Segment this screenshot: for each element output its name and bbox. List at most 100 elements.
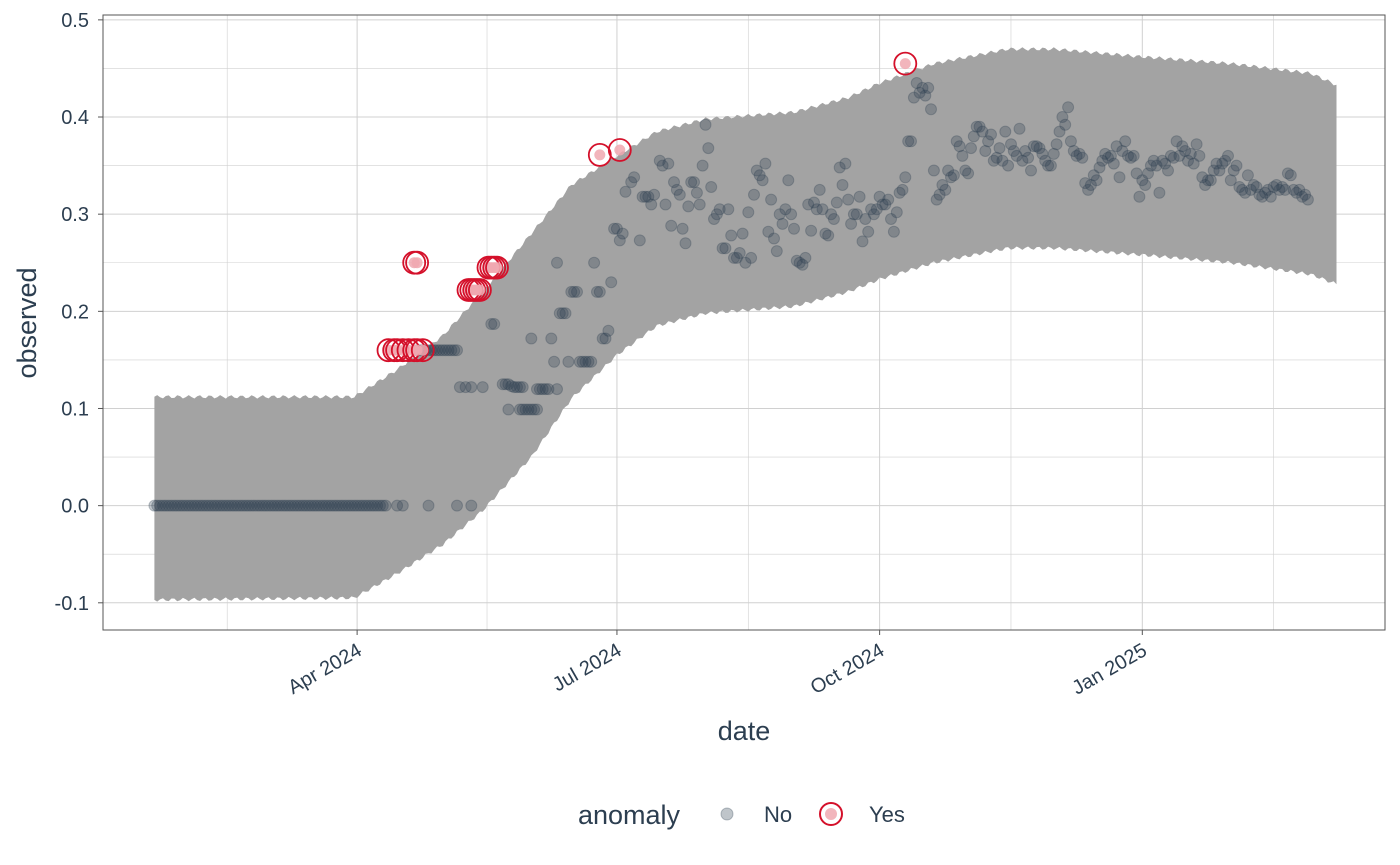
data-point-no <box>847 208 860 221</box>
data-point-no <box>907 91 920 104</box>
data-point-no <box>174 499 187 512</box>
data-point-no <box>1144 159 1157 172</box>
data-point-no <box>565 285 578 298</box>
data-point-no <box>1167 151 1180 164</box>
data-point-no <box>1301 193 1314 206</box>
data-point-no <box>925 103 937 116</box>
data-point-no <box>1053 125 1066 138</box>
data-point-no <box>985 128 997 141</box>
data-point-no <box>705 181 718 193</box>
data-point-no <box>476 381 489 394</box>
data-point-no <box>179 499 192 512</box>
data-point-no <box>294 499 306 512</box>
data-point-no <box>845 217 858 230</box>
data-point-no <box>953 140 966 153</box>
data-point-no <box>1070 149 1083 162</box>
data-point-no <box>553 307 566 320</box>
data-point-no <box>271 499 284 512</box>
data-point-no <box>319 499 332 512</box>
data-point-no <box>396 499 409 512</box>
data-point-no <box>933 188 946 201</box>
data-point-yes-ring <box>607 138 632 162</box>
data-point-no <box>696 159 709 172</box>
data-point-no <box>288 499 301 512</box>
data-point-no <box>516 403 529 416</box>
data-point-no <box>805 224 818 237</box>
data-point-no <box>465 381 478 394</box>
data-point-no <box>725 229 738 242</box>
data-point-no <box>625 176 638 189</box>
data-point-no <box>773 208 786 221</box>
data-point-no <box>308 499 321 512</box>
data-point-no <box>1127 149 1140 162</box>
data-point-no <box>196 499 209 512</box>
data-point-no <box>274 499 286 512</box>
data-point-no <box>539 383 552 396</box>
data-point-no <box>1042 159 1055 172</box>
data-point-no <box>451 499 463 512</box>
data-point-no <box>439 344 452 357</box>
data-point-no <box>1119 135 1132 148</box>
data-point-no <box>216 499 229 512</box>
data-point-no <box>987 154 1000 167</box>
data-point-no <box>648 188 661 201</box>
data-point-no <box>605 276 618 289</box>
legend-label-yes: Yes <box>869 802 905 827</box>
data-point-no <box>939 183 952 196</box>
x-tick-label: Apr 2024 <box>284 639 365 699</box>
data-point-no <box>1287 183 1300 196</box>
data-point-no <box>613 234 626 247</box>
data-point-no <box>1064 135 1077 148</box>
data-point-no <box>950 135 963 148</box>
data-point-no <box>1156 154 1169 167</box>
data-point-no <box>1296 190 1309 203</box>
data-point-no <box>519 403 532 416</box>
data-point-no <box>559 307 572 320</box>
data-point-no <box>822 229 835 242</box>
data-point-no <box>502 378 515 391</box>
data-point-no <box>582 355 595 368</box>
data-point-no <box>1124 151 1137 164</box>
data-point-no <box>996 154 1009 167</box>
data-point-no <box>1293 183 1306 196</box>
data-point-no <box>176 499 189 512</box>
data-point-no <box>990 151 1003 164</box>
data-point-no <box>1110 140 1123 153</box>
data-point-no <box>656 159 669 172</box>
data-point-no <box>979 145 992 157</box>
data-point-no <box>239 499 252 512</box>
data-point-no <box>1147 154 1160 167</box>
data-point-no <box>222 499 235 512</box>
data-point-no <box>1196 171 1209 184</box>
data-point-no <box>905 135 917 148</box>
data-point-yes <box>411 257 423 269</box>
data-point-no <box>1002 159 1015 172</box>
data-point-no <box>690 186 703 199</box>
data-point-no <box>762 225 775 238</box>
data-point-no <box>1224 174 1237 187</box>
data-point-no <box>959 164 972 177</box>
data-point-no <box>219 499 232 512</box>
data-point-no <box>1230 159 1243 172</box>
legend-title: anomaly <box>578 800 681 830</box>
data-point-no <box>362 499 375 512</box>
data-point-no <box>596 332 609 345</box>
data-point-no <box>1007 145 1020 157</box>
data-point-no <box>890 206 903 219</box>
data-point-no <box>750 164 763 177</box>
data-point-no <box>533 383 546 396</box>
data-point-no <box>516 381 529 394</box>
legend-key-yes-dot <box>825 808 837 820</box>
data-point-no <box>1096 154 1109 167</box>
data-point-no <box>1173 149 1186 162</box>
data-point-no <box>716 242 729 255</box>
data-point-no <box>259 499 272 512</box>
data-point-no <box>699 118 712 131</box>
series-no-points <box>148 77 1314 512</box>
data-point-no <box>576 355 589 368</box>
data-point-no <box>733 247 746 259</box>
data-point-no <box>485 318 498 330</box>
data-point-no <box>513 381 526 394</box>
data-point-no <box>1139 179 1152 191</box>
data-point-no <box>331 499 344 512</box>
